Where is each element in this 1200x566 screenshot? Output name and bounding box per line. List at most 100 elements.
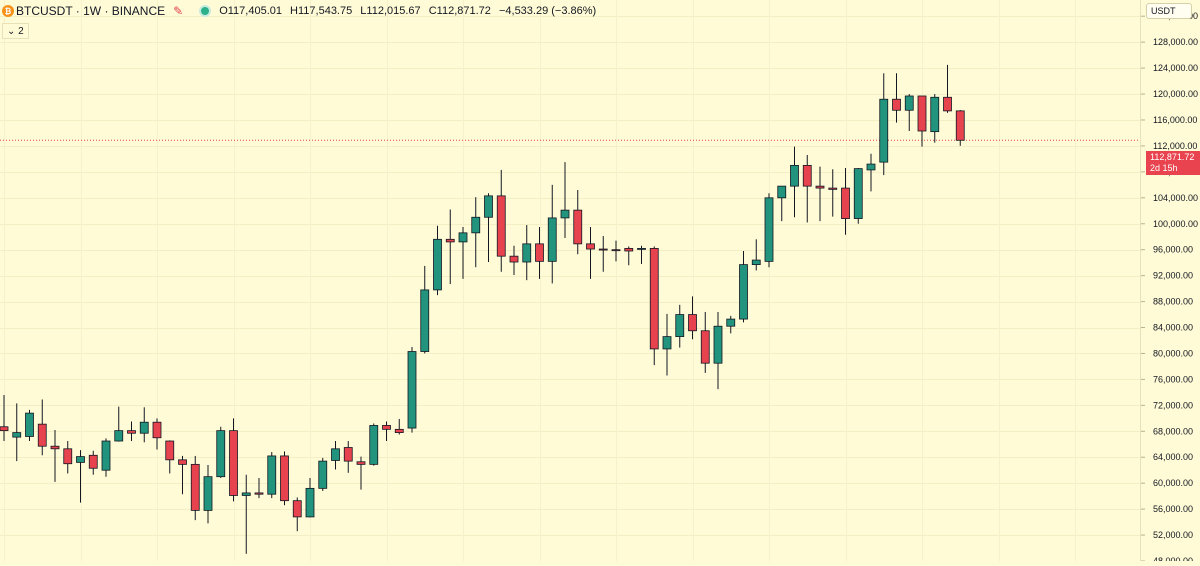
candle[interactable] (790, 146, 799, 218)
price-scale[interactable]: 48,000.00 52,000.00 56,000.00 60,000.00 64,0… (1140, 0, 1200, 566)
candle-body-up (216, 430, 226, 478)
candle[interactable] (407, 346, 417, 433)
candle-body-down (37, 423, 47, 447)
candle[interactable] (522, 225, 532, 281)
candle[interactable] (445, 209, 455, 285)
candle[interactable] (280, 451, 289, 506)
candle[interactable] (637, 245, 646, 264)
candle[interactable] (892, 73, 901, 123)
candle[interactable] (624, 246, 634, 266)
candle[interactable] (203, 465, 213, 524)
candle[interactable] (76, 450, 85, 503)
currency-selector[interactable]: USDT (1146, 3, 1192, 19)
candle[interactable] (25, 409, 34, 442)
candle[interactable] (343, 441, 353, 473)
candle[interactable] (114, 406, 124, 442)
candle[interactable] (713, 311, 723, 390)
candle-body-down (573, 209, 583, 245)
candle[interactable] (165, 440, 175, 474)
candle[interactable] (267, 452, 277, 499)
candle[interactable] (292, 497, 302, 532)
candle[interactable] (675, 304, 685, 348)
candle[interactable] (139, 407, 149, 443)
candle[interactable] (305, 477, 315, 518)
candle-body-up (101, 440, 111, 471)
indicators-toggle[interactable]: ⌄ 2 (2, 23, 29, 39)
candle[interactable] (88, 450, 98, 475)
countdown-label: 2d 15h (1150, 163, 1178, 173)
candle[interactable] (879, 73, 889, 176)
candle[interactable] (241, 474, 251, 554)
candle[interactable] (700, 311, 710, 373)
candle[interactable] (216, 426, 226, 478)
candle[interactable] (50, 429, 60, 482)
candle[interactable] (190, 455, 200, 521)
candle[interactable] (331, 441, 340, 470)
candle[interactable] (586, 226, 595, 279)
candle[interactable] (866, 153, 876, 192)
candle[interactable] (815, 166, 825, 222)
candle[interactable] (471, 197, 481, 268)
price-tick-label: 84,000.00 (1153, 323, 1193, 333)
symbol-title[interactable]: BTCUSDT · 1W · BINANCE (16, 4, 166, 18)
candle-body-down (229, 430, 238, 496)
candle[interactable] (726, 315, 736, 334)
candle-body-up (420, 289, 430, 352)
candle-body-down (688, 314, 697, 332)
candle[interactable] (547, 184, 557, 284)
candle[interactable] (254, 477, 264, 499)
candle[interactable] (853, 167, 863, 224)
candle[interactable] (802, 155, 812, 223)
candle[interactable] (356, 456, 366, 490)
candle[interactable] (611, 240, 621, 262)
candle[interactable] (535, 226, 544, 279)
candle[interactable] (688, 296, 697, 340)
candle[interactable] (127, 421, 136, 442)
candle[interactable] (764, 193, 774, 268)
candle[interactable] (560, 162, 570, 239)
candle[interactable] (739, 250, 748, 323)
candle[interactable] (484, 193, 493, 263)
candle[interactable] (904, 94, 914, 132)
candle[interactable] (0, 394, 9, 442)
candle[interactable] (777, 185, 787, 222)
candle[interactable] (63, 441, 73, 474)
candle[interactable] (943, 64, 952, 113)
candle[interactable] (433, 225, 442, 296)
candle[interactable] (318, 457, 328, 491)
candle[interactable] (37, 399, 47, 456)
candle-body-down (892, 98, 901, 111)
candle[interactable] (369, 423, 379, 466)
candle[interactable] (841, 167, 850, 235)
currency-label: USDT (1151, 6, 1176, 16)
candle-body-up (930, 96, 940, 133)
pencil-icon[interactable]: ✎ (173, 4, 184, 18)
candle[interactable] (917, 95, 927, 147)
candle[interactable] (573, 190, 583, 255)
candle-body-down (254, 492, 264, 495)
candle[interactable] (382, 421, 391, 442)
candle-body-up (739, 264, 748, 320)
candle[interactable] (662, 313, 672, 376)
candle[interactable] (598, 236, 608, 272)
candle[interactable] (828, 169, 838, 217)
market-status-icon[interactable] (199, 5, 212, 17)
candle[interactable] (420, 265, 430, 354)
candle[interactable] (509, 245, 519, 275)
candle-body-up (662, 336, 672, 350)
candle[interactable] (394, 418, 404, 435)
candle[interactable] (12, 403, 22, 462)
candle[interactable] (751, 239, 761, 271)
candle[interactable] (152, 418, 162, 450)
candle[interactable] (955, 109, 965, 146)
candle-body-up (675, 314, 685, 338)
price-tick-label: 64,000.00 (1153, 452, 1193, 462)
candle[interactable] (458, 226, 468, 279)
candle[interactable] (496, 169, 506, 272)
candle[interactable] (178, 455, 187, 495)
candlestick-chart[interactable] (0, 0, 1140, 561)
candle[interactable] (930, 94, 940, 143)
candle[interactable] (229, 418, 238, 502)
candle[interactable] (649, 246, 659, 366)
candle[interactable] (101, 438, 111, 477)
